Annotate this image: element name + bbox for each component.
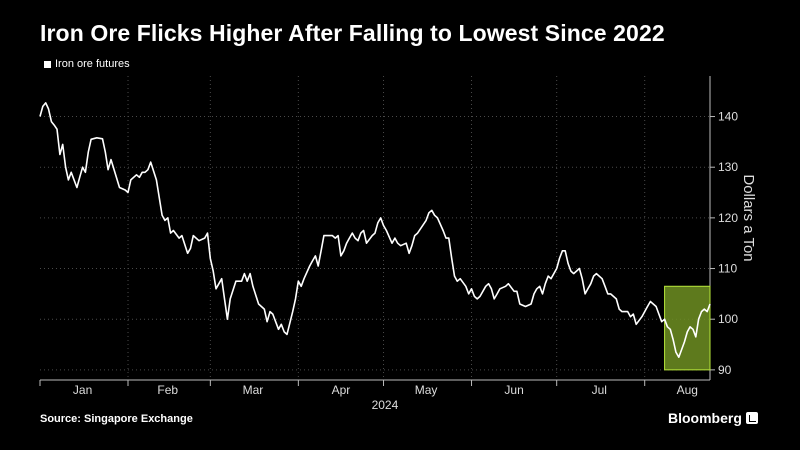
legend-label: Iron ore futures xyxy=(55,58,130,70)
y-tick-label: 140 xyxy=(718,110,738,124)
source-note: Source: Singapore Exchange xyxy=(40,413,193,425)
y-tick-label: 90 xyxy=(718,363,732,377)
bloomberg-logo: Bloomberg xyxy=(668,410,758,426)
x-tick-label: Aug xyxy=(677,383,698,397)
legend-square-icon xyxy=(44,60,51,68)
x-tick-label: May xyxy=(415,383,438,397)
x-tick-label: Jun xyxy=(504,383,523,397)
x-tick-label: Mar xyxy=(243,383,264,397)
y-tick-label: 120 xyxy=(718,211,738,225)
series-line-iron-ore-futures xyxy=(39,102,711,359)
y-tick-label: 130 xyxy=(718,160,738,174)
y-tick-label: 110 xyxy=(718,262,737,276)
highlight-box xyxy=(664,285,711,371)
bloomberg-terminal-icon xyxy=(745,412,758,424)
y-tick-label: 100 xyxy=(718,312,738,326)
x-axis-label: 2024 xyxy=(372,398,399,412)
x-tick-label: Apr xyxy=(332,383,351,397)
x-tick-label: Feb xyxy=(157,383,178,397)
legend: Iron ore futures xyxy=(44,58,130,70)
x-tick-label: Jan xyxy=(73,383,92,397)
chart-title: Iron Ore Flicks Higher After Falling to … xyxy=(40,20,665,46)
y-axis-label: Dollars a Ton xyxy=(740,174,757,261)
x-tick-label: Jul xyxy=(592,383,607,397)
brand-label: Bloomberg xyxy=(668,410,742,426)
